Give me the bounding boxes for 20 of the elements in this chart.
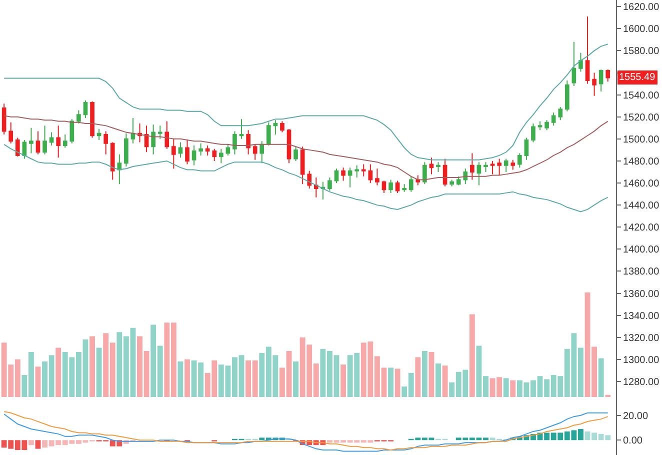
y-tick-label: 1500.00 bbox=[623, 134, 660, 146]
y-tick-label: 1540.00 bbox=[623, 90, 660, 102]
y-tick-label: 1300.00 bbox=[623, 354, 660, 366]
y-tick-label: 1600.00 bbox=[623, 24, 660, 36]
y-tick-label: 1620.00 bbox=[623, 2, 660, 14]
y-tick-label: 1400.00 bbox=[623, 244, 660, 256]
y-tick-label: 1360.00 bbox=[623, 288, 660, 300]
text: 1555.49 bbox=[619, 72, 656, 83]
y-tick-label: 1320.00 bbox=[623, 332, 660, 344]
y-tick-label: 1520.00 bbox=[623, 112, 660, 124]
y-tick-label: 1460.00 bbox=[623, 178, 660, 190]
y-tick-label: 20.00 bbox=[623, 410, 648, 422]
y-tick-label: 0.00 bbox=[623, 436, 643, 447]
y-tick-label: 1340.00 bbox=[623, 310, 660, 322]
y-tick-label: 1420.00 bbox=[623, 222, 660, 234]
y-tick-label: 1580.00 bbox=[623, 46, 660, 58]
y-tick-label: 1280.00 bbox=[623, 376, 660, 388]
y-tick-label: 1380.00 bbox=[623, 266, 660, 278]
y-tick-label: 1480.00 bbox=[623, 156, 660, 168]
y-tick-label: 1440.00 bbox=[623, 200, 660, 212]
